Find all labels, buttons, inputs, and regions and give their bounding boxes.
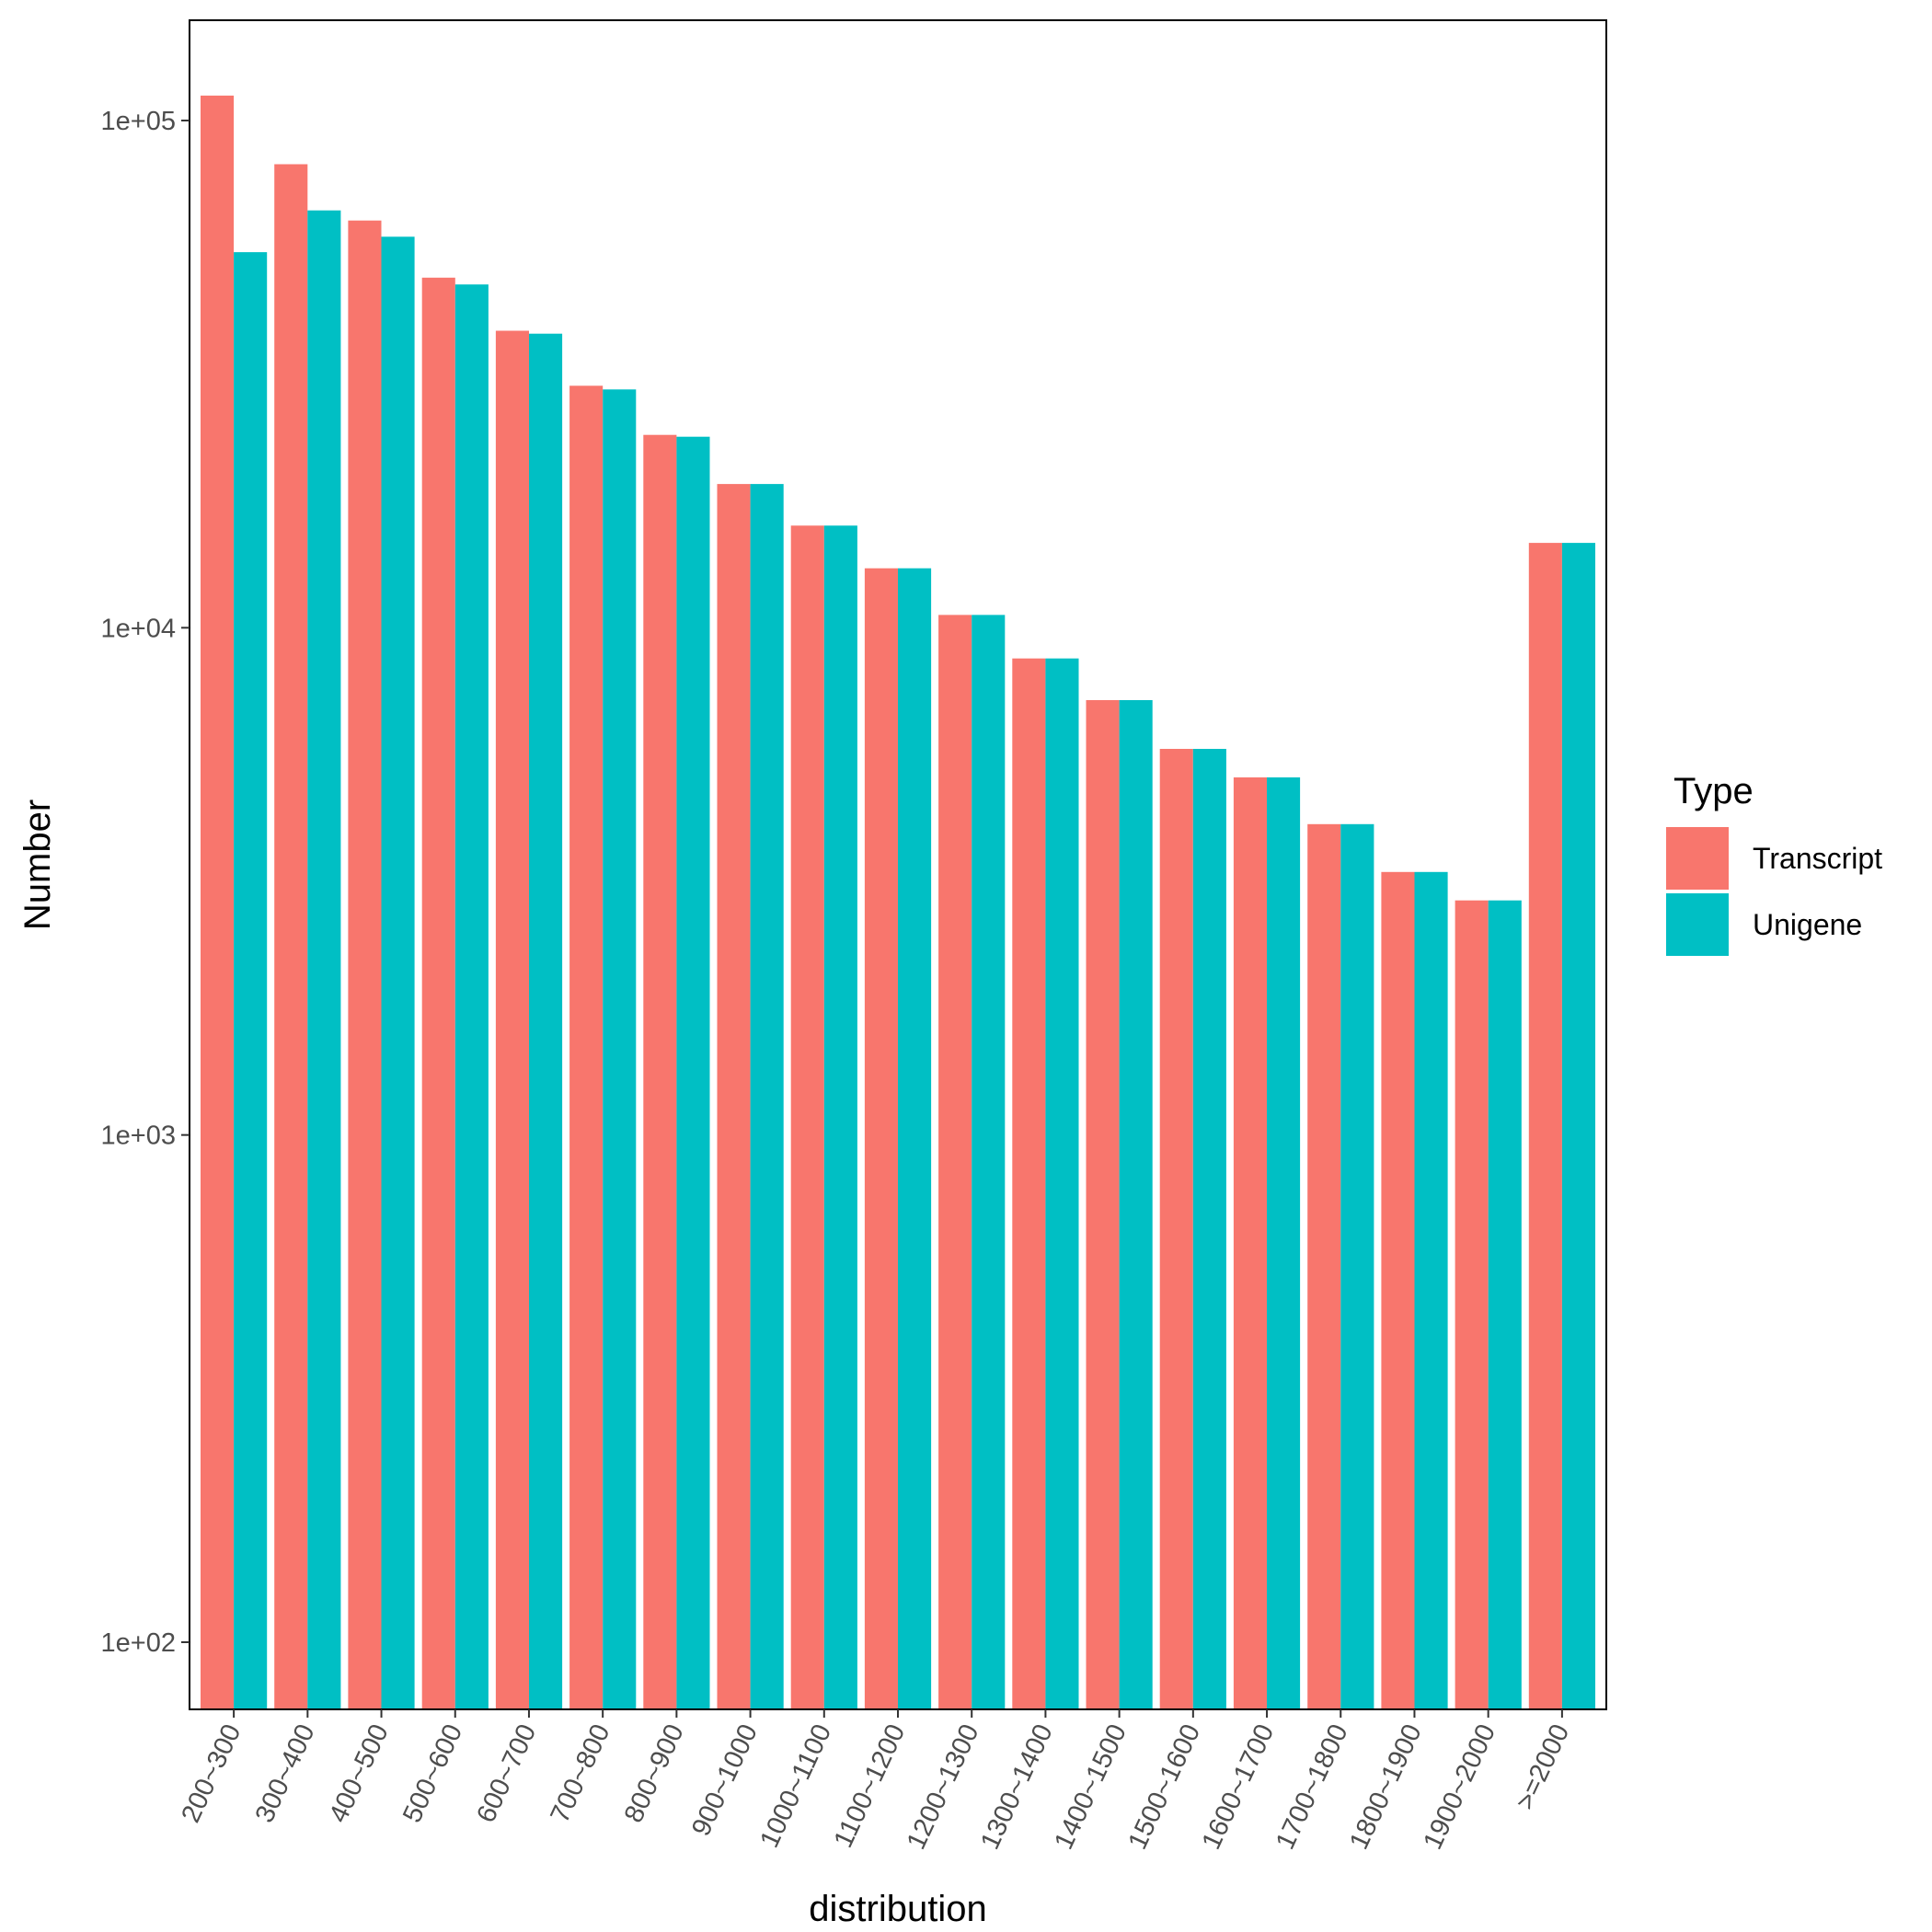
x-tick-label: 400~500 xyxy=(324,1719,395,1827)
y-tick-label: 1e+03 xyxy=(101,1121,176,1151)
bar-transcript-18 xyxy=(1528,543,1562,1709)
bar-transcript-13 xyxy=(1159,749,1193,1709)
x-tick-label: 1400~1500 xyxy=(1049,1719,1133,1854)
x-tick-label: 1100~1200 xyxy=(829,1719,912,1852)
legend-key-unigene xyxy=(1664,891,1731,958)
x-tick-label: 1300~1400 xyxy=(975,1719,1059,1854)
x-tick-label: 900~1000 xyxy=(686,1719,764,1840)
bar-unigene-14 xyxy=(1267,777,1301,1709)
bar-unigene-17 xyxy=(1488,900,1522,1709)
bar-unigene-12 xyxy=(1119,700,1153,1709)
bar-unigene-2 xyxy=(381,236,415,1709)
bar-unigene-18 xyxy=(1561,543,1595,1709)
bar-unigene-16 xyxy=(1414,871,1448,1709)
x-tick-label: 1900~2000 xyxy=(1418,1719,1501,1854)
bar-unigene-4 xyxy=(529,333,563,1710)
bar-transcript-17 xyxy=(1455,900,1489,1709)
bar-transcript-1 xyxy=(274,164,308,1709)
x-tick-label: 600~700 xyxy=(471,1719,542,1827)
bar-transcript-9 xyxy=(864,568,898,1710)
bar-transcript-2 xyxy=(348,220,382,1710)
y-tick-label: 1e+02 xyxy=(101,1628,176,1658)
x-tick-label: 1000~1100 xyxy=(754,1719,837,1852)
bar-transcript-4 xyxy=(495,330,529,1709)
x-tick-label: 700~800 xyxy=(545,1719,615,1827)
bar-unigene-0 xyxy=(234,252,268,1710)
y-tick-label: 1e+04 xyxy=(101,614,176,643)
bar-transcript-10 xyxy=(938,615,972,1709)
bar-transcript-8 xyxy=(790,525,824,1709)
bar-unigene-3 xyxy=(454,284,489,1710)
x-tick-label: 800~900 xyxy=(619,1719,690,1827)
bar-unigene-15 xyxy=(1340,823,1374,1709)
bar-transcript-7 xyxy=(717,484,751,1709)
bar-unigene-5 xyxy=(603,389,637,1709)
bar-unigene-11 xyxy=(1045,658,1079,1710)
x-tick-label: 300~400 xyxy=(250,1719,321,1827)
x-tick-label: 200~300 xyxy=(176,1719,247,1827)
x-tick-label: 1200~1300 xyxy=(902,1719,985,1854)
y-axis: 1e+02 1e+03 1e+04 1e+05 xyxy=(101,107,190,1658)
x-tick-label: 500~600 xyxy=(397,1719,468,1827)
bar-unigene-13 xyxy=(1192,749,1226,1709)
bar-unigene-7 xyxy=(750,484,784,1709)
bar-transcript-12 xyxy=(1086,700,1120,1709)
x-tick-label: >=2000 xyxy=(1511,1719,1576,1814)
bar-transcript-3 xyxy=(421,277,455,1709)
x-tick-label: 1600~1700 xyxy=(1197,1719,1281,1854)
bar-transcript-14 xyxy=(1233,777,1267,1709)
bar-unigene-1 xyxy=(307,210,341,1710)
legend-title: Type xyxy=(1673,771,1754,811)
y-axis-title: Number xyxy=(17,799,58,930)
legend-label-transcript: Transcript xyxy=(1753,842,1882,875)
x-tick-label: 1800~1900 xyxy=(1344,1719,1428,1854)
bar-unigene-10 xyxy=(972,615,1006,1709)
bar-transcript-0 xyxy=(201,95,235,1709)
legend: Type Transcript Unigene xyxy=(1664,771,1882,958)
legend-label-unigene: Unigene xyxy=(1753,908,1862,941)
bar-unigene-9 xyxy=(898,568,932,1710)
bar-transcript-5 xyxy=(569,385,604,1709)
legend-key-transcript xyxy=(1664,825,1731,891)
y-tick-label: 1e+05 xyxy=(101,107,176,136)
bar-transcript-15 xyxy=(1307,823,1341,1709)
bar-transcript-6 xyxy=(643,434,677,1710)
bar-transcript-16 xyxy=(1381,871,1415,1709)
x-axis-title: distribution xyxy=(809,1889,986,1929)
x-tick-label: 1500~1600 xyxy=(1122,1719,1206,1854)
bar-unigene-6 xyxy=(676,436,710,1710)
x-axis: 200~300 300~400 400~500 500~600 600~700 700~8… xyxy=(176,1709,1575,1854)
bars-group xyxy=(201,95,1595,1710)
bar-transcript-11 xyxy=(1012,658,1046,1710)
bar-unigene-8 xyxy=(823,525,857,1709)
x-tick-label: 1700~1800 xyxy=(1271,1719,1354,1854)
